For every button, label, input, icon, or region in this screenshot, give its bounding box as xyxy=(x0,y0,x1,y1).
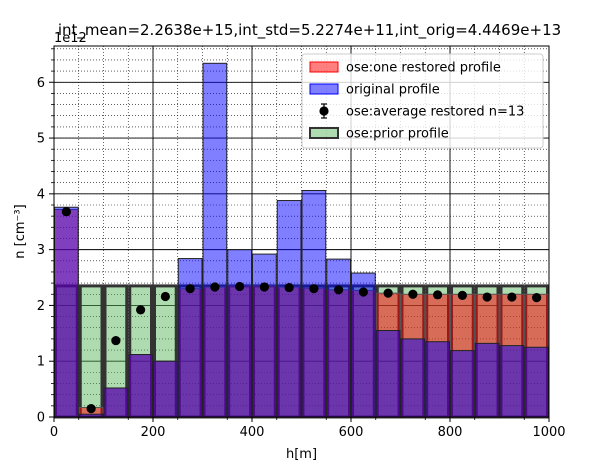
average-point xyxy=(309,284,319,294)
original-profile-bar xyxy=(177,258,203,418)
original-profile-bar xyxy=(252,253,277,418)
y-tick-label: 0 xyxy=(37,411,45,426)
original-profile-bar xyxy=(54,206,79,418)
average-point xyxy=(185,284,195,294)
average-point xyxy=(111,335,121,346)
original-profile-bar xyxy=(499,345,525,418)
original-profile-bar xyxy=(524,346,549,418)
y-tick-label: 5 xyxy=(37,132,45,147)
average-point xyxy=(259,282,269,292)
legend-original-label: original profile xyxy=(346,83,440,98)
legend-average-marker xyxy=(319,106,329,116)
prior-profile-bar xyxy=(78,284,104,419)
y-tick-label: 6 xyxy=(37,76,45,91)
average-point xyxy=(61,207,71,217)
y-tick-label: 2 xyxy=(37,299,45,314)
y-tick-label: 3 xyxy=(37,243,45,258)
bars xyxy=(54,62,549,419)
legend-average-label: ose:average restored n=13 xyxy=(346,105,524,120)
original-profile-bar xyxy=(400,338,426,418)
average-point xyxy=(433,290,443,300)
average-point xyxy=(86,404,96,414)
original-profile-bar xyxy=(375,330,401,418)
average-point xyxy=(358,287,368,297)
average-point xyxy=(160,291,170,302)
y-tick-label: 1 xyxy=(37,355,45,370)
original-profile-bar xyxy=(301,189,327,418)
legend-prior-label: ose:prior profile xyxy=(346,127,449,142)
y-axis-label: n [cm⁻³] xyxy=(13,204,28,258)
average-point xyxy=(457,290,467,300)
original-profile-bar xyxy=(450,350,475,418)
data-points xyxy=(61,207,542,414)
x-tick-label: 400 xyxy=(240,425,265,440)
average-point xyxy=(482,292,492,302)
average-point xyxy=(408,289,418,299)
original-profile-bar xyxy=(128,354,153,418)
average-point xyxy=(136,305,146,315)
legend-restored-label: ose:one restored profile xyxy=(346,61,501,76)
original-profile-bar xyxy=(227,249,252,418)
original-profile-bar xyxy=(103,387,129,418)
average-point xyxy=(284,282,294,293)
original-profile-bar xyxy=(276,200,302,418)
average-point xyxy=(507,292,517,302)
plot-frame xyxy=(53,45,550,418)
x-tick-label: 0 xyxy=(50,425,58,440)
original-profile-bar xyxy=(202,62,228,418)
legend: ose:one restored profile original profile… xyxy=(301,53,544,149)
average-point xyxy=(532,293,542,303)
x-tick-label: 600 xyxy=(339,425,364,440)
chart-title: int_mean=2.2638e+15,int_std=5.2274e+11,i… xyxy=(58,21,561,40)
original-profile-bar xyxy=(153,360,178,418)
x-tick-label: 800 xyxy=(438,425,463,440)
original-profile-bar xyxy=(425,341,450,418)
original-profile-bar xyxy=(326,258,351,418)
average-point xyxy=(334,285,344,295)
legend-prior-swatch xyxy=(309,127,339,139)
legend-box xyxy=(301,53,544,149)
y-offset-text: 1e12 xyxy=(54,31,87,46)
x-tick-label: 200 xyxy=(141,425,166,440)
average-point xyxy=(210,282,220,292)
average-point xyxy=(383,288,393,298)
original-profile-bar xyxy=(474,342,500,418)
legend-original-swatch xyxy=(309,83,339,95)
average-point xyxy=(235,281,245,292)
y-tick-label: 4 xyxy=(37,187,45,202)
x-tick-label: 1000 xyxy=(532,425,565,440)
legend-restored-swatch xyxy=(309,61,339,73)
x-axis-label: h[m] xyxy=(286,447,317,462)
ticks: 0 200 400 600 800 1000 0 1 2 3 4 5 6 xyxy=(37,48,566,440)
